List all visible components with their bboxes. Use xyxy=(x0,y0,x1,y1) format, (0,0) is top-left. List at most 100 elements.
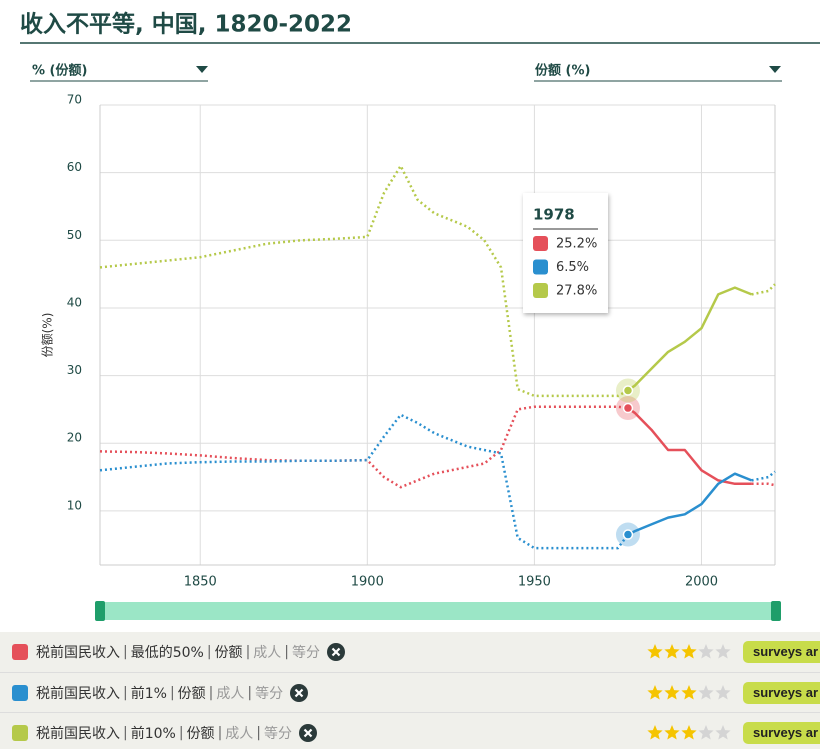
slider-handle[interactable] xyxy=(771,601,781,621)
legend-segment: 成人 xyxy=(225,726,254,742)
separator: | xyxy=(123,644,128,660)
legend-segment: 等分 xyxy=(255,686,284,702)
separator: | xyxy=(169,685,175,701)
separator: | xyxy=(256,725,261,741)
rating-star xyxy=(647,685,663,700)
hover-point xyxy=(622,529,634,540)
dropdown-arrow[interactable] xyxy=(769,66,781,73)
series-line xyxy=(627,472,753,536)
hover-point xyxy=(622,402,634,414)
series-line xyxy=(99,164,629,398)
x-tick-label: 1900 xyxy=(351,575,384,590)
legend-row[interactable]: 税前国民收入 | 前1% | 份额 | 成人 | 等分 surveys ar xyxy=(0,672,820,713)
tooltip: 1978 25.2% 6.5% 27.8% xyxy=(523,193,608,313)
source-button[interactable]: surveys ar xyxy=(743,682,820,704)
tooltip-swatch xyxy=(533,259,548,275)
source-button[interactable]: surveys ar xyxy=(743,722,820,744)
legend-segment: 税前国民收入 xyxy=(36,686,120,702)
legend-segment: 成人 xyxy=(253,645,282,661)
y-tick-label: 10 xyxy=(67,498,82,512)
legend-swatch xyxy=(12,685,28,701)
legend-segment: 税前国民收入 xyxy=(36,726,120,742)
rating-star xyxy=(647,725,663,740)
tooltip-value: 25.2% xyxy=(556,237,597,252)
legend-panel: 税前国民收入 | 最低的50% | 份额 | 成人 | 等分 surveys ar 税前国民收入 | 前… xyxy=(0,632,820,749)
separator: | xyxy=(123,685,128,701)
rating-star xyxy=(715,685,731,700)
rating-star xyxy=(681,644,697,659)
rating-star xyxy=(681,725,697,740)
series-line xyxy=(627,407,752,486)
y-tick-label: 20 xyxy=(67,431,82,445)
series-line xyxy=(99,413,630,550)
separator: | xyxy=(284,644,289,660)
rating-star xyxy=(664,685,680,700)
rating-star xyxy=(681,685,697,700)
separator: | xyxy=(206,644,212,660)
series-line xyxy=(627,286,753,392)
rating xyxy=(647,685,731,700)
legend-row[interactable]: 税前国民收入 | 前10% | 份额 | 成人 | 等分 surveys ar xyxy=(0,712,820,749)
x-tick-label: 1850 xyxy=(184,575,217,590)
rating-star xyxy=(664,725,680,740)
rating-star xyxy=(698,685,714,700)
rating-star xyxy=(715,725,731,740)
rating-star xyxy=(715,644,731,659)
tooltip-year: 1978 xyxy=(533,206,575,224)
hover-point xyxy=(622,385,634,396)
tooltip-swatch xyxy=(533,283,548,298)
legend-segment: 等分 xyxy=(264,726,292,742)
separator: | xyxy=(123,725,128,741)
tooltip-value: 6.5% xyxy=(556,260,589,275)
x-tick-label: 1950 xyxy=(518,575,551,590)
legend-swatch xyxy=(12,644,28,660)
tooltip-swatch xyxy=(533,236,548,251)
legend-segment: 份额 xyxy=(186,726,215,742)
x-tick-label: 2000 xyxy=(685,575,718,590)
y-tick-label: 60 xyxy=(67,160,82,174)
rating xyxy=(647,644,731,659)
rating-star xyxy=(698,644,714,659)
title: 收入不平等, 中国, 1820-2022 xyxy=(20,11,352,38)
separator: | xyxy=(217,725,223,741)
y-tick-label: 30 xyxy=(67,363,82,377)
legend-segment: 成人 xyxy=(216,686,245,702)
dropdown-label[interactable]: % (份额) xyxy=(32,63,87,79)
legend-swatch xyxy=(12,725,28,741)
y-tick-label: 40 xyxy=(67,295,82,309)
rating-star xyxy=(698,725,714,740)
remove-button[interactable] xyxy=(289,683,309,703)
chart: 收入不平等, 中国, 1820-2022 % (份额) 份额 (%) 10 20 3… xyxy=(20,11,820,621)
range-slider[interactable] xyxy=(96,602,780,620)
legend-segment: 等分 xyxy=(292,645,320,661)
legend-segment: 前10% xyxy=(130,726,176,742)
slider-handle[interactable] xyxy=(95,601,105,621)
series-line xyxy=(751,482,776,487)
legend-segment: 税前国民收入 xyxy=(36,645,120,661)
legend-segment: 最低的50% xyxy=(130,645,204,661)
legend-segment: 前1% xyxy=(130,686,167,702)
rating xyxy=(647,725,731,740)
series-line xyxy=(751,283,776,296)
legend-row[interactable]: 税前国民收入 | 最低的50% | 份额 | 成人 | 等分 surveys ar xyxy=(0,632,820,672)
y-axis-label: 份额(%) xyxy=(41,313,55,358)
y-tick-label: 70 xyxy=(67,93,82,107)
separator: | xyxy=(247,685,253,701)
rating-star xyxy=(664,644,680,659)
legend-segment: 份额 xyxy=(214,645,243,661)
remove-button[interactable] xyxy=(326,642,346,662)
dropdown-label[interactable]: 份额 (%) xyxy=(535,63,590,79)
separator: | xyxy=(178,725,184,741)
dropdown-arrow[interactable] xyxy=(196,66,208,73)
series-line xyxy=(751,470,776,482)
separator: | xyxy=(245,644,251,660)
legend-segment: 份额 xyxy=(177,686,206,702)
rating-star xyxy=(647,644,663,659)
separator: | xyxy=(208,685,214,701)
tooltip-value: 27.8% xyxy=(556,284,597,299)
series-line xyxy=(99,405,629,489)
source-button[interactable]: surveys ar xyxy=(743,641,820,663)
y-tick-label: 50 xyxy=(67,228,82,242)
remove-button[interactable] xyxy=(298,723,318,743)
